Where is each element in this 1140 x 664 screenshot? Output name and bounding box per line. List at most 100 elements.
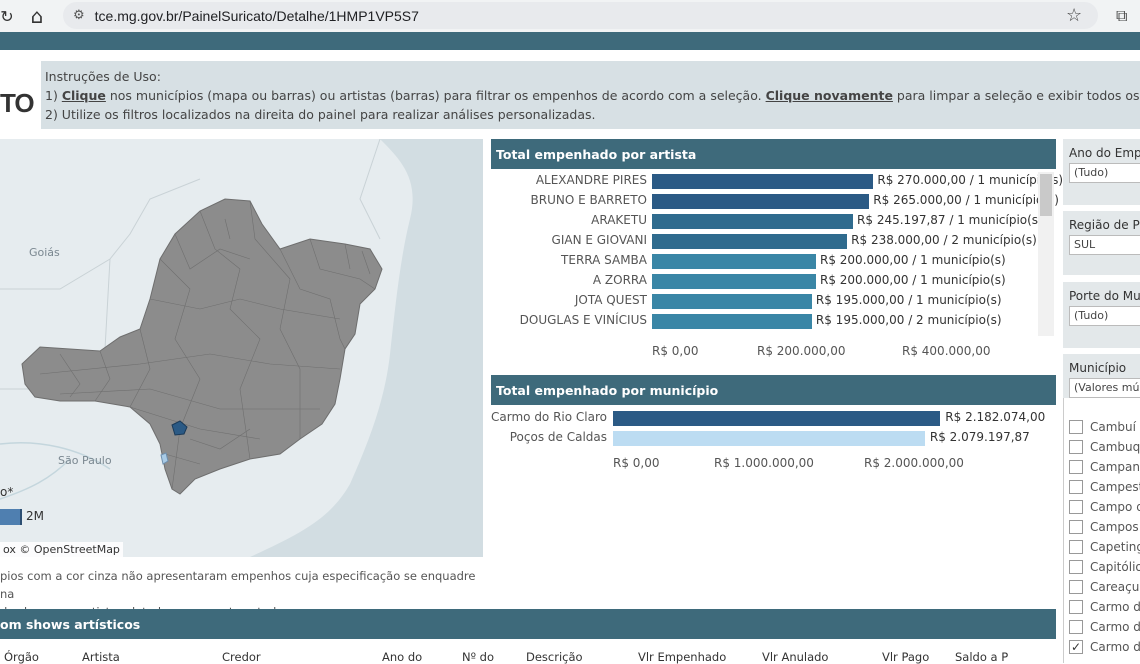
municipality-bar-value-label: R$ 2.182.074,00: [945, 410, 1046, 424]
artist-bar-value-label: R$ 245.197,87 / 1 município(s): [857, 213, 1043, 227]
filter-ano-label: Ano do Empenho: [1069, 146, 1140, 160]
artist-bar-value-label: R$ 195.000,00 / 2 município(s): [815, 313, 1002, 327]
municipality-bar[interactable]: [613, 431, 925, 446]
site-settings-icon[interactable]: ⚙: [73, 8, 85, 23]
filter-regiao-select[interactable]: SUL: [1069, 235, 1140, 255]
artist-bar-value-label: R$ 270.000,00 / 1 município(s): [877, 173, 1064, 187]
checkbox-icon[interactable]: [1069, 620, 1083, 634]
artist-bar-label[interactable]: JOTA QUEST: [574, 293, 647, 307]
municipio-option[interactable]: Carmo de Minas: [1064, 617, 1140, 637]
municipio-option[interactable]: Carmo da Cachoeira: [1064, 597, 1140, 617]
extensions-icon[interactable]: ⧉: [1116, 6, 1128, 25]
table-column-header[interactable]: Nº do: [462, 650, 495, 664]
pocos-de-caldas-highlight[interactable]: [160, 452, 169, 465]
checkbox-icon[interactable]: [1069, 560, 1083, 574]
table-column-header[interactable]: Artista: [82, 650, 120, 664]
table-column-header[interactable]: Descrição: [526, 650, 583, 664]
artist-bar-label[interactable]: A ZORRA: [592, 273, 647, 287]
municipio-option[interactable]: Capetinga: [1064, 537, 1140, 557]
artist-bar[interactable]: [652, 214, 854, 229]
map-attribution[interactable]: ox © OpenStreetMap: [0, 542, 123, 557]
checkbox-icon[interactable]: [1069, 480, 1083, 494]
artist-bar-label[interactable]: BRUNO E BARRETO: [530, 193, 647, 207]
municipality-bar[interactable]: [613, 411, 941, 426]
checkbox-icon[interactable]: [1069, 500, 1083, 514]
municipality-axis-tick-1: R$ 1.000.000,00: [714, 456, 814, 470]
municipio-option[interactable]: Campanha: [1064, 457, 1140, 477]
minas-gerais-state[interactable]: [21, 198, 383, 495]
artist-bar[interactable]: [652, 294, 812, 309]
municipio-option[interactable]: Capitólio: [1064, 557, 1140, 577]
filter-municipio-select[interactable]: (Valores múltiplos): [1069, 378, 1140, 398]
url-text[interactable]: tce.mg.gov.br/PainelSuricato/Detalhe/1HM…: [94, 7, 419, 24]
municipio-option[interactable]: Cambuquira: [1064, 437, 1140, 457]
municipality-bar-label[interactable]: Carmo do Rio Claro: [491, 410, 607, 424]
map-legend-value: 2M: [26, 509, 44, 523]
artist-bar[interactable]: [652, 234, 848, 249]
checkbox-icon[interactable]: [1069, 520, 1083, 534]
filter-ano-select[interactable]: (Tudo): [1069, 163, 1140, 183]
artist-bar-value-label: R$ 200.000,00 / 1 município(s): [820, 273, 1006, 287]
checkbox-icon[interactable]: [1069, 420, 1083, 434]
carmo-do-rio-claro-highlight[interactable]: [171, 420, 188, 436]
artist-bar[interactable]: [652, 254, 816, 269]
checkbox-icon[interactable]: [1069, 460, 1083, 474]
artist-bar-label[interactable]: GIAN E GIOVANI: [551, 233, 647, 247]
artist-axis-tick-0: R$ 0,00: [652, 344, 699, 358]
municipality-bar-value-label: R$ 2.079.197,87: [929, 430, 1030, 444]
rivers: [0, 441, 111, 500]
artist-bar[interactable]: [652, 174, 874, 189]
municipio-option[interactable]: Campos Gerais: [1064, 517, 1140, 537]
municipio-option[interactable]: ✓ Carmo do Rio Claro: [1064, 637, 1140, 657]
municipio-option-label: Carmo de Minas: [1090, 620, 1140, 634]
artist-bar-label[interactable]: ALEXANDRE PIRES: [535, 173, 647, 187]
instructions-line-1: 1) Clique nos municípios (mapa ou barras…: [45, 88, 1140, 103]
artist-bar-label[interactable]: ARAKETU: [591, 213, 647, 227]
table-column-header[interactable]: Credor: [222, 650, 261, 664]
bookmark-star-icon[interactable]: ☆: [1066, 5, 1083, 26]
checkbox-checked-icon[interactable]: ✓: [1069, 640, 1083, 654]
map-canvas[interactable]: [0, 139, 483, 557]
municipality-axis-tick-2: R$ 2.000.000,00: [864, 456, 964, 470]
artist-bar[interactable]: [652, 194, 870, 209]
checkbox-icon[interactable]: [1069, 600, 1083, 614]
artist-chart-scroll-thumb[interactable]: [1040, 174, 1052, 216]
filter-porte-select[interactable]: (Tudo): [1069, 306, 1140, 326]
home-icon[interactable]: ⌂: [30, 4, 44, 28]
checkbox-icon[interactable]: [1069, 540, 1083, 554]
filter-municipio: Município (Valores múltiplos): [1063, 354, 1140, 398]
map-legend-title: o*: [0, 485, 14, 499]
artist-bar-label[interactable]: DOUGLAS E VINÍCIUS: [519, 313, 647, 327]
municipio-options-list[interactable]: Cambuí Cambuquira Campanha Campestre Campo d…: [1063, 398, 1140, 663]
artist-bar[interactable]: [652, 274, 816, 289]
browser-toolbar: ↻ ⌂ ⚙ tce.mg.gov.br/PainelSuricato/Detal…: [0, 0, 1140, 32]
table-column-header[interactable]: Vlr Anulado: [762, 650, 829, 664]
municipio-option[interactable]: Campestre: [1064, 477, 1140, 497]
municipio-option[interactable]: Campo do Meio: [1064, 497, 1140, 517]
table-column-header[interactable]: Saldo a P: [955, 650, 1009, 664]
map-legend-gradient: [0, 509, 22, 525]
checkbox-icon[interactable]: [1069, 440, 1083, 454]
municipio-option[interactable]: Cambuí: [1064, 417, 1140, 437]
reload-icon[interactable]: ↻: [0, 6, 14, 26]
filter-regiao-label: Região de Planejamento: [1069, 218, 1140, 232]
municipio-option[interactable]: Careaçu: [1064, 577, 1140, 597]
usage-instructions: Instruções de Uso: 1) Clique nos municíp…: [41, 61, 1140, 129]
municipio-option-label: Carmo da Cachoeira: [1090, 600, 1140, 614]
municipality-bar-label[interactable]: Poços de Caldas: [509, 430, 607, 444]
table-column-header[interactable]: Vlr Pago: [882, 650, 930, 664]
municipio-option-label: Capetinga: [1090, 540, 1140, 554]
filter-porte-label: Porte do Município: [1069, 289, 1140, 303]
address-bar[interactable]: ⚙ tce.mg.gov.br/PainelSuricato/Detalhe/1…: [63, 2, 1098, 29]
table-column-header[interactable]: Ano do: [382, 650, 423, 664]
table-column-header[interactable]: Vlr Empenhado: [638, 650, 727, 664]
municipality-map[interactable]: Goiás São Paulo: [0, 139, 483, 557]
filter-municipio-label: Município: [1069, 361, 1127, 375]
municipio-option-label: Careaçu: [1090, 580, 1140, 594]
filter-porte: Porte do Município (Tudo): [1063, 282, 1140, 348]
table-column-header[interactable]: Órgão: [4, 650, 39, 664]
filter-regiao: Região de Planejamento SUL: [1063, 211, 1140, 275]
artist-bar[interactable]: [652, 314, 812, 329]
artist-bar-label[interactable]: TERRA SAMBA: [561, 253, 647, 267]
checkbox-icon[interactable]: [1069, 580, 1083, 594]
